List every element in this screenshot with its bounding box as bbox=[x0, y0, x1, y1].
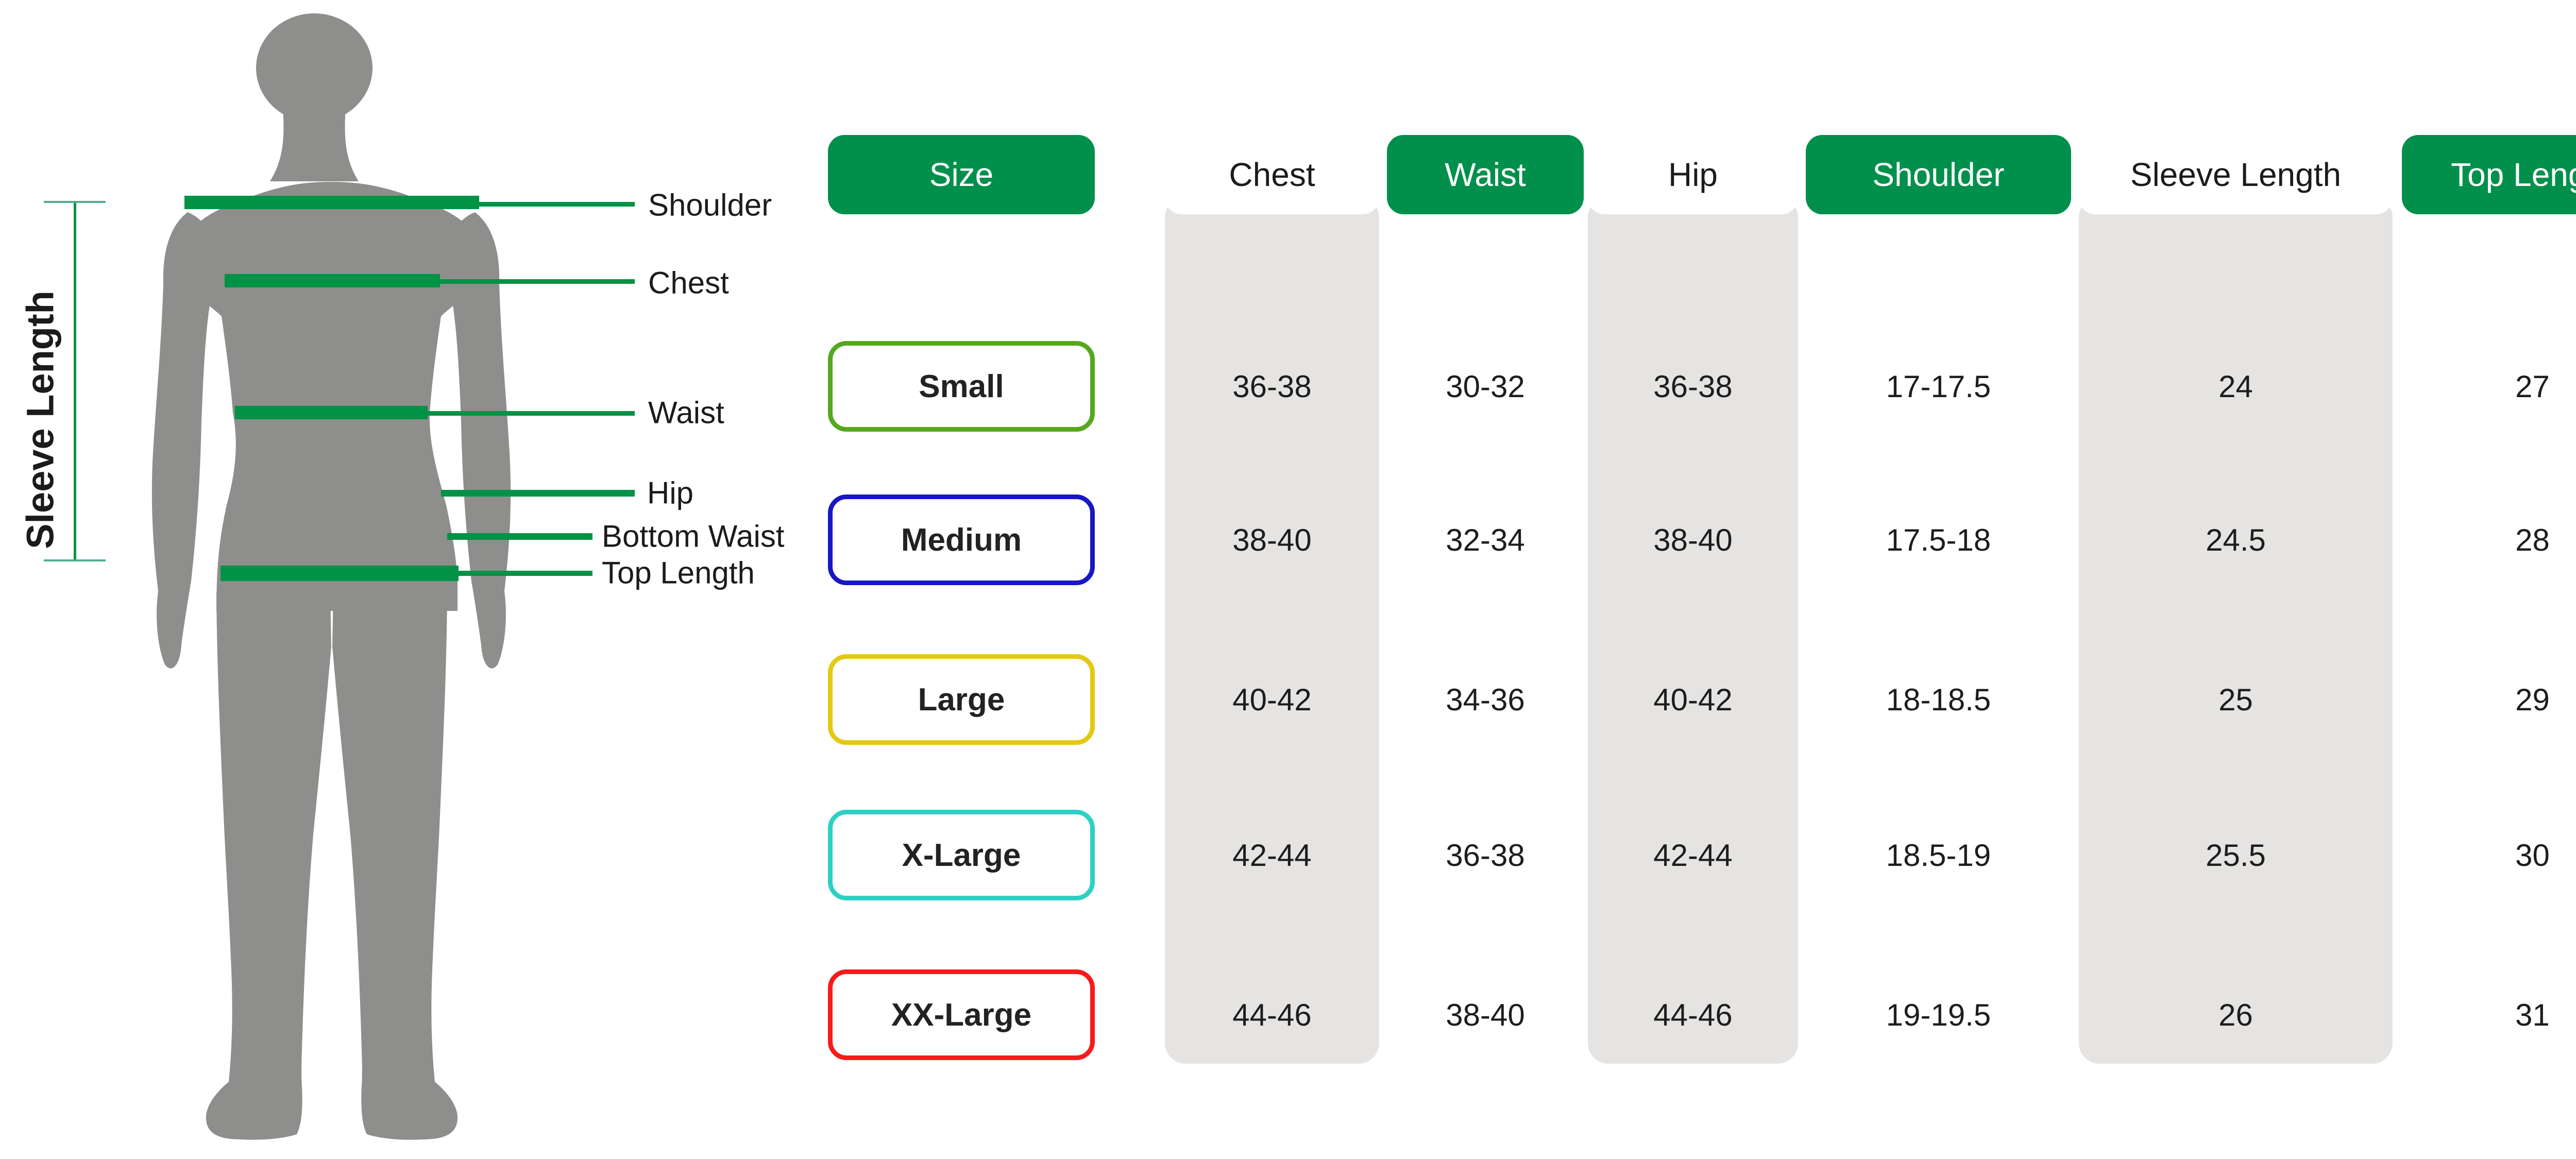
col-header-shoulder: Shoulder bbox=[1806, 135, 2071, 214]
body-right-arm bbox=[447, 212, 511, 669]
cell-top-length-x-large: 30 bbox=[2515, 838, 2550, 873]
cell-hip-x-large: 42-44 bbox=[1653, 838, 1733, 873]
col-header-top-length: Top Length bbox=[2402, 135, 2576, 214]
size-button-small[interactable]: Small bbox=[828, 341, 1095, 432]
cell-hip-xx-large: 44-46 bbox=[1653, 997, 1733, 1032]
column-bg-hip bbox=[1588, 198, 1798, 1064]
cell-top-length-xx-large: 31 bbox=[2515, 997, 2550, 1032]
size-button-xx-large[interactable]: XX-Large bbox=[828, 969, 1095, 1060]
body-torso bbox=[181, 182, 481, 611]
size-button-large[interactable]: Large bbox=[828, 654, 1095, 745]
col-header-waist: Waist bbox=[1387, 135, 1584, 214]
chest-line-thick bbox=[225, 274, 440, 287]
cell-shoulder-x-large: 18.5-19 bbox=[1886, 838, 1991, 873]
cell-shoulder-xx-large: 19-19.5 bbox=[1886, 997, 1991, 1032]
diagram-label-top-length: Top Length bbox=[602, 555, 755, 590]
cell-chest-small: 36-38 bbox=[1232, 369, 1312, 404]
cell-waist-x-large: 36-38 bbox=[1446, 838, 1525, 873]
diagram-label-sleeve-length: Sleeve Length bbox=[19, 291, 62, 549]
cell-waist-xx-large: 38-40 bbox=[1446, 997, 1525, 1032]
sleeve-length-tick-bottom bbox=[44, 559, 106, 561]
body-silhouette bbox=[151, 13, 511, 1140]
cell-chest-x-large: 42-44 bbox=[1232, 838, 1312, 873]
top-length-line-thick bbox=[221, 566, 459, 581]
diagram-label-shoulder: Shoulder bbox=[648, 188, 772, 223]
cell-hip-small: 36-38 bbox=[1653, 369, 1733, 404]
column-bg-chest bbox=[1165, 198, 1379, 1064]
cell-hip-large: 40-42 bbox=[1653, 682, 1733, 717]
body-left-arm bbox=[151, 212, 215, 669]
diagram-label-bottom-waist: Bottom Waist bbox=[602, 519, 785, 554]
col-header-hip: Hip bbox=[1588, 135, 1798, 214]
diagram-label-hip: Hip bbox=[647, 475, 694, 510]
body-measurement-diagram bbox=[44, 13, 635, 1140]
body-neck bbox=[270, 100, 359, 181]
column-bg-sleeve-length bbox=[2079, 198, 2393, 1064]
col-header-sleeve-length: Sleeve Length bbox=[2079, 135, 2393, 214]
cell-sleeve-xx-large: 26 bbox=[2218, 997, 2253, 1032]
cell-chest-large: 40-42 bbox=[1232, 682, 1312, 717]
cell-sleeve-large: 25 bbox=[2218, 682, 2253, 717]
waist-line-thin bbox=[422, 411, 635, 416]
cell-sleeve-small: 24 bbox=[2218, 369, 2253, 404]
cell-waist-small: 30-32 bbox=[1446, 369, 1525, 404]
cell-shoulder-medium: 17.5-18 bbox=[1886, 522, 1991, 557]
col-header-size: Size bbox=[828, 135, 1095, 214]
chest-line-thin bbox=[433, 279, 635, 284]
cell-waist-large: 34-36 bbox=[1446, 682, 1525, 717]
col-header-chest: Chest bbox=[1165, 135, 1379, 214]
cell-sleeve-medium: 24.5 bbox=[2206, 522, 2266, 557]
cell-chest-medium: 38-40 bbox=[1232, 522, 1312, 557]
cell-top-length-small: 27 bbox=[2515, 369, 2550, 404]
waist-line-thick bbox=[235, 406, 428, 419]
body-left-leg bbox=[206, 592, 331, 1140]
cell-hip-medium: 38-40 bbox=[1653, 522, 1733, 557]
shoulder-line-thick bbox=[184, 196, 479, 209]
cell-shoulder-large: 18-18.5 bbox=[1886, 682, 1991, 717]
shoulder-line-thin bbox=[464, 202, 635, 207]
diagram-label-waist: Waist bbox=[648, 395, 724, 430]
diagram-label-chest: Chest bbox=[648, 265, 729, 300]
size-button-x-large[interactable]: X-Large bbox=[828, 810, 1095, 900]
cell-shoulder-small: 17-17.5 bbox=[1886, 369, 1991, 404]
top-length-line-thin bbox=[453, 571, 592, 576]
measurement-lines bbox=[44, 196, 635, 581]
cell-waist-medium: 32-34 bbox=[1446, 522, 1525, 557]
cell-top-length-large: 29 bbox=[2515, 682, 2550, 717]
bottom-waist-line bbox=[447, 533, 592, 540]
cell-sleeve-x-large: 25.5 bbox=[2206, 838, 2266, 873]
sleeve-length-line bbox=[74, 202, 76, 561]
size-button-medium[interactable]: Medium bbox=[828, 495, 1095, 585]
sleeve-length-tick-top bbox=[44, 201, 106, 203]
cell-chest-xx-large: 44-46 bbox=[1232, 997, 1312, 1032]
body-head bbox=[256, 13, 372, 123]
body-right-leg bbox=[332, 592, 458, 1140]
hip-line bbox=[441, 490, 635, 497]
cell-top-length-medium: 28 bbox=[2515, 522, 2550, 557]
